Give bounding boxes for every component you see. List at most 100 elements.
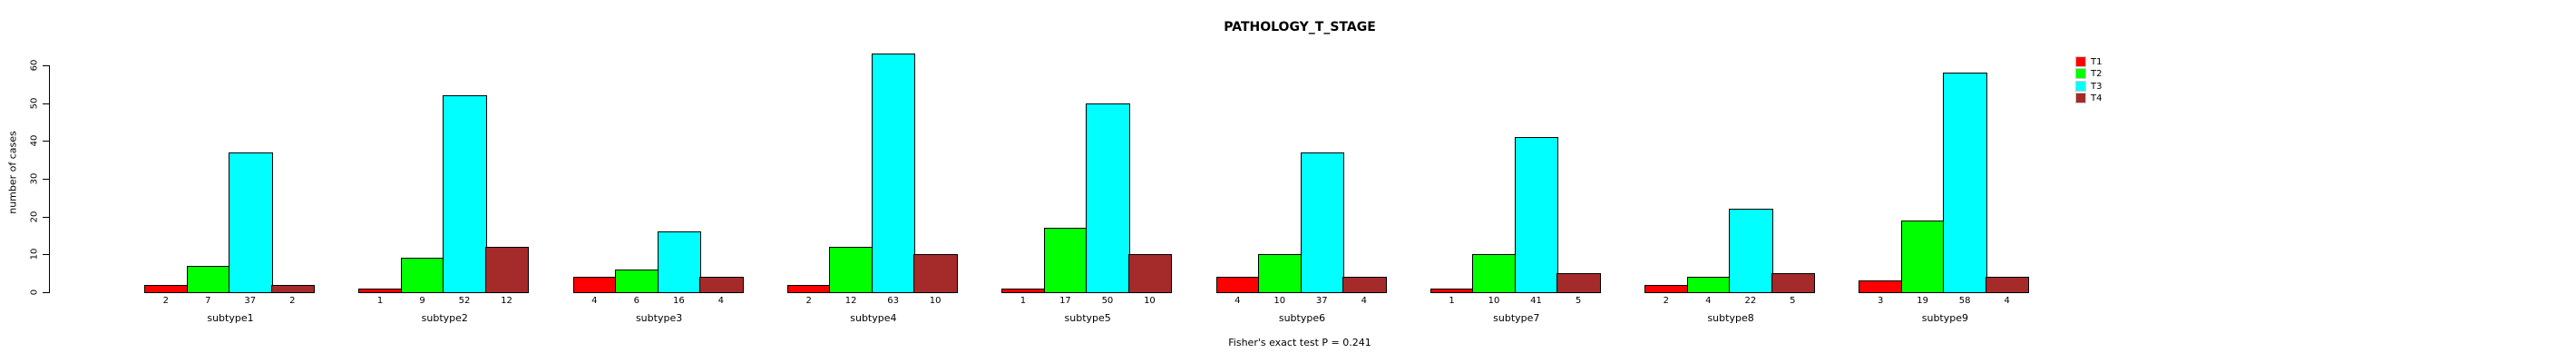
bar-value-label: 10	[1144, 296, 1156, 306]
y-tick-mark	[43, 179, 49, 180]
legend-label-t3: T3	[2091, 81, 2103, 92]
y-tick-mark	[43, 65, 49, 66]
bar-value-label: 58	[1958, 296, 1971, 306]
y-tick-label: 40	[29, 134, 40, 147]
bar-t3-subtype6	[1300, 152, 1344, 293]
category-label: subtype6	[1278, 312, 1326, 324]
bar-t3-subtype2	[443, 95, 487, 293]
y-tick-label: 50	[29, 97, 40, 110]
bar-value-label: 2	[162, 296, 169, 306]
bar-value-label: 16	[672, 296, 685, 306]
bar-value-label: 12	[501, 296, 512, 306]
y-tick-label: 60	[29, 59, 40, 72]
bar-value-label: 2	[805, 296, 812, 306]
category-label: subtype7	[1493, 312, 1540, 324]
bar-t4-subtype6	[1342, 277, 1387, 293]
bar-t4-subtype1	[270, 285, 315, 293]
bar-value-label: 22	[1744, 296, 1757, 306]
bar-value-label: 5	[1790, 296, 1796, 306]
legend-label-t1: T1	[2091, 57, 2103, 67]
legend-swatch-t1	[2075, 56, 2086, 67]
bar-t1-subtype3	[572, 277, 618, 293]
bar-t2-subtype7	[1472, 254, 1517, 293]
legend-swatch-t3	[2075, 80, 2086, 92]
bar-t4-subtype2	[484, 247, 530, 293]
bar-value-label: 10	[929, 296, 942, 306]
bar-value-label: 1	[1020, 296, 1027, 306]
bar-value-label: 50	[1101, 296, 1114, 306]
bar-value-label: 19	[1917, 296, 1928, 306]
bar-t3-subtype7	[1514, 137, 1559, 293]
bar-value-label: 4	[1234, 296, 1241, 306]
legend-label-t4: T4	[2091, 93, 2103, 104]
bar-value-label: 10	[1273, 296, 1286, 306]
bar-t4-subtype4	[913, 254, 958, 293]
bar-t4-subtype7	[1556, 273, 1601, 293]
bar-value-label: 2	[1663, 296, 1670, 306]
bar-value-label: 63	[887, 296, 899, 306]
bar-value-label: 5	[1575, 296, 1582, 306]
bar-t4-subtype5	[1127, 254, 1173, 293]
category-label: subtype3	[635, 312, 683, 324]
bar-t4-subtype3	[699, 277, 744, 293]
bar-t3-subtype8	[1729, 209, 1773, 293]
category-label: subtype9	[1921, 312, 1969, 324]
bar-t2-subtype6	[1258, 254, 1303, 293]
bar-value-label: 4	[591, 296, 598, 306]
bar-value-label: 4	[717, 296, 725, 306]
bar-t1-subtype2	[358, 289, 403, 293]
bar-t1-subtype6	[1215, 277, 1260, 293]
bar-value-label: 1	[376, 296, 384, 306]
category-label: subtype5	[1064, 312, 1111, 324]
bar-t3-subtype3	[657, 231, 702, 293]
bar-value-label: 3	[1877, 296, 1884, 306]
chart-title: PATHOLOGY_T_STAGE	[1224, 20, 1376, 34]
bar-t1-subtype7	[1429, 289, 1475, 293]
y-tick-label: 10	[29, 248, 40, 260]
y-tick-label: 30	[29, 172, 40, 185]
bar-value-label: 2	[289, 296, 296, 306]
bar-t2-subtype4	[829, 247, 873, 293]
bar-value-label: 4	[1705, 296, 1712, 306]
bar-value-label: 1	[1449, 296, 1455, 306]
y-tick-mark	[43, 216, 49, 218]
category-label: subtype2	[421, 312, 468, 324]
bar-value-label: 10	[1488, 296, 1500, 306]
y-axis-title: number of cases	[6, 131, 19, 214]
bar-value-label: 9	[419, 296, 425, 306]
bar-value-label: 37	[1315, 296, 1328, 306]
bar-value-label: 6	[633, 296, 640, 306]
legend-label-t2: T2	[2091, 69, 2103, 80]
bar-value-label: 4	[1361, 296, 1367, 306]
bar-t4-subtype9	[1985, 277, 2030, 293]
bar-t1-subtype4	[786, 285, 832, 293]
y-axis-line	[49, 65, 50, 293]
bar-t2-subtype9	[1900, 221, 1946, 293]
bar-t1-subtype1	[144, 285, 189, 293]
y-tick-mark	[43, 103, 49, 104]
bar-t3-subtype4	[871, 54, 916, 293]
category-label: subtype8	[1707, 312, 1754, 324]
bar-value-label: 41	[1530, 296, 1542, 306]
bar-t3-subtype1	[229, 152, 273, 293]
bar-t2-subtype8	[1686, 277, 1732, 293]
category-label: subtype1	[207, 312, 254, 324]
bar-t1-subtype9	[1859, 280, 1903, 293]
y-tick-label: 0	[29, 289, 40, 296]
y-tick-mark	[43, 292, 49, 293]
y-tick-mark	[43, 254, 49, 256]
bar-t2-subtype2	[400, 258, 445, 293]
bar-t2-subtype1	[186, 266, 230, 293]
y-tick-mark	[43, 141, 49, 142]
bar-value-label: 52	[458, 296, 471, 306]
fisher-test-text: Fisher's exact test P = 0.241	[1228, 337, 1371, 348]
bar-t3-subtype9	[1943, 73, 1987, 293]
legend-swatch-t4	[2075, 93, 2086, 104]
category-label: subtype4	[850, 312, 897, 324]
bar-t3-subtype5	[1086, 103, 1130, 293]
bar-t2-subtype5	[1043, 228, 1088, 293]
bar-value-label: 12	[844, 296, 857, 306]
bar-t1-subtype8	[1644, 285, 1689, 293]
bar-t4-subtype8	[1771, 273, 1816, 293]
